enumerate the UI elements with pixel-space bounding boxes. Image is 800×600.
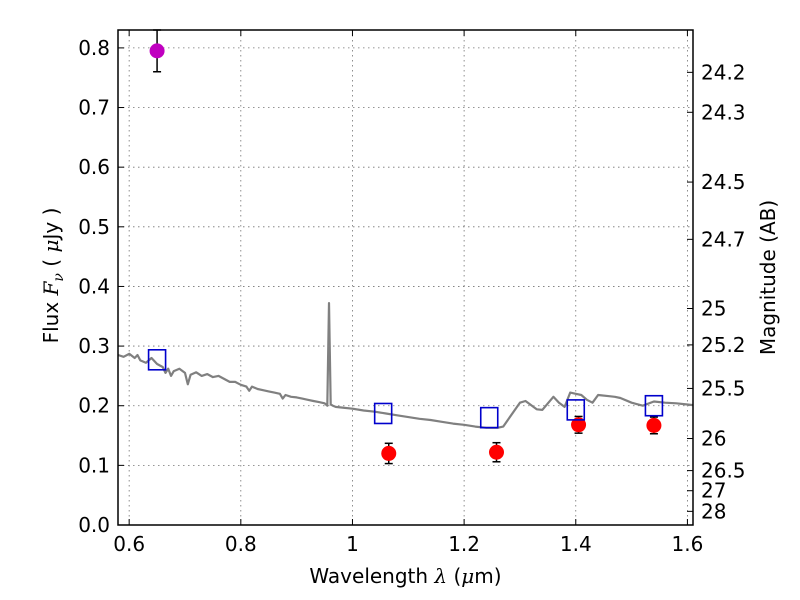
y-tick-label: 0.5 [78, 215, 110, 239]
y2-axis-label: Magnitude (AB) [756, 200, 780, 355]
y2-tick-label: 27 [701, 479, 726, 503]
y-tick-label: 0.4 [78, 274, 110, 298]
model-point [373, 402, 393, 425]
plot-frame [117, 29, 694, 526]
plot-marks [117, 29, 694, 465]
data-point [571, 417, 587, 433]
model-point [479, 406, 499, 429]
y-tick-label: 0.3 [78, 334, 110, 358]
y-tick-label: 0.0 [78, 513, 110, 537]
y-tick-label: 0.1 [78, 453, 110, 477]
y2-tick-label: 26 [701, 427, 726, 451]
x-tick-label: 1.4 [560, 532, 592, 556]
x-tick-label: 0.6 [113, 532, 145, 556]
x-tick-label: 1.6 [672, 532, 704, 556]
y-tick-label: 0.8 [78, 36, 110, 60]
data-point [381, 445, 397, 461]
model-point [644, 394, 664, 417]
spectrum-line [117, 302, 694, 429]
x-tick-label: 1 [346, 532, 359, 556]
x-tick-label: 1.2 [448, 532, 480, 556]
data-point [488, 444, 504, 460]
model-point [147, 349, 167, 371]
grid [118, 30, 693, 526]
y-tick-label: 0.2 [78, 394, 110, 418]
y2-tick-label: 25.5 [701, 376, 746, 400]
y-tick-label: 0.7 [78, 96, 110, 120]
y2-tick-label: 25 [701, 297, 726, 321]
y2-tick-label: 25.2 [701, 333, 746, 357]
y2-tick-label: 24.2 [701, 60, 746, 84]
data-point [149, 43, 165, 59]
y2-tick-label: 24.7 [701, 227, 746, 251]
y2-tick-label: 26.5 [701, 459, 746, 483]
y2-tick-label: 28 [701, 499, 726, 523]
model-point [566, 399, 586, 421]
ticks: 0.6 0.8 1 1.2 1.4 1.6 0.0 0.1 0.2 0.3 0.4 0.5 0.6 0.7… [78, 30, 746, 556]
data-point [646, 417, 662, 433]
y2-tick-label: 24.3 [701, 100, 746, 124]
y2-tick-label: 24.5 [701, 170, 746, 194]
y-tick-label: 0.6 [78, 155, 110, 179]
x-tick-label: 0.8 [225, 532, 257, 556]
x-axis-label: Wavelength λ (μm) [309, 564, 501, 588]
y-axis-label: Flux Fν ( μJy ) [39, 208, 67, 344]
